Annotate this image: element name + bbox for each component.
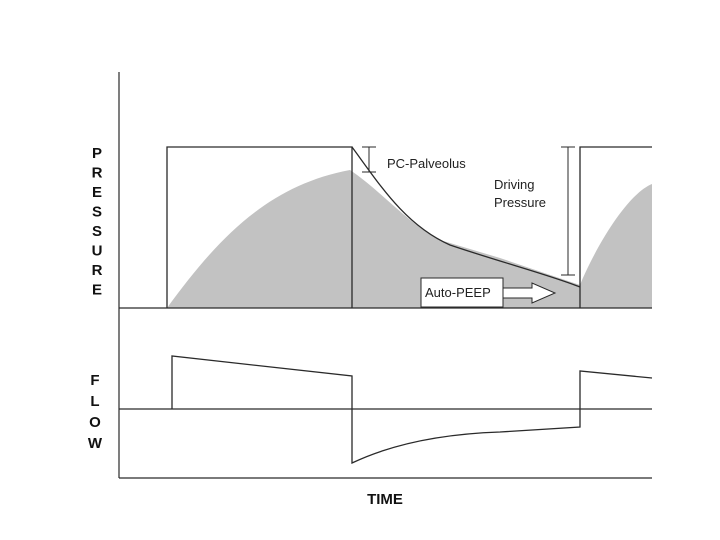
axis-label-letter: U: [92, 243, 103, 260]
driving-pressure-label-line2: Pressure: [494, 195, 546, 210]
pressure-control-waveform: [166, 146, 353, 308]
axis-label-letter: R: [92, 262, 103, 279]
axis-label-letter: W: [88, 435, 103, 452]
driving-pressure-marker: [561, 146, 575, 276]
axis-label-letter: L: [90, 393, 99, 410]
axis-label-letter: S: [92, 204, 102, 221]
pc-palveolus-label: PC-Palveolus: [387, 156, 466, 171]
auto-peep-box: [420, 277, 504, 308]
axis-label-letter: F: [90, 372, 99, 389]
time-axis-title: TIME: [367, 491, 403, 508]
flow-waveform: [171, 355, 653, 465]
driving-pressure-label-line1: Driving: [494, 177, 534, 192]
axis-label-letter: E: [92, 282, 102, 299]
axis-label-letter: O: [89, 414, 101, 431]
alveolar-decay-curve: [351, 146, 581, 288]
axis-label-letter: R: [92, 165, 103, 182]
auto-peep-label: Auto-PEEP: [425, 285, 491, 300]
axis-label-letter: E: [92, 184, 102, 201]
axis-label-letter: S: [92, 223, 102, 240]
alveolar-pressure-area: [167, 170, 652, 308]
axis-label-letter: P: [92, 145, 102, 162]
pc-palveolus-marker: [362, 146, 376, 173]
second-breath-pressure: [579, 146, 652, 308]
auto-peep-arrow-icon: [502, 282, 557, 304]
